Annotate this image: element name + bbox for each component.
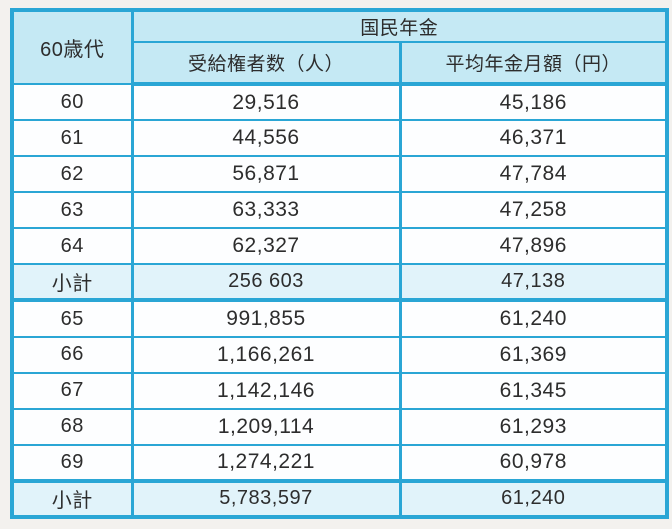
age-group-header: 60歳代 — [10, 9, 134, 85]
recipients-cell: 1,274,221 — [130, 443, 402, 482]
table-row: 61 44,556 46,371 — [10, 119, 669, 158]
amount-cell: 61,369 — [398, 335, 669, 374]
row-label: 65 — [10, 298, 134, 338]
table-row: 68 1,209,114 61,293 — [10, 407, 669, 446]
table-row: 60 29,516 45,186 — [10, 82, 669, 122]
amount-cell: 47,138 — [398, 263, 669, 302]
col-header-average-amount: 平均年金月額（円） — [398, 41, 669, 86]
row-label: 60 — [10, 82, 134, 122]
row-label: 小計 — [10, 478, 134, 519]
table-row: 64 62,327 47,896 — [10, 227, 669, 266]
recipients-cell: 63,333 — [130, 191, 402, 230]
table-row: 62 56,871 47,784 — [10, 155, 669, 194]
table-row: 65 991,855 61,240 — [10, 298, 669, 338]
recipients-cell: 56,871 — [130, 155, 402, 194]
header-row-group: 60歳代 国民年金 — [10, 9, 669, 85]
row-label: 小計 — [10, 263, 134, 302]
subtotal-row: 小計 5,783,597 61,240 — [10, 478, 669, 519]
table-row: 63 63,333 47,258 — [10, 191, 669, 230]
recipients-cell: 5,783,597 — [130, 478, 402, 519]
amount-cell: 61,240 — [398, 478, 669, 519]
amount-cell: 61,240 — [398, 298, 669, 338]
recipients-cell: 1,166,261 — [130, 335, 402, 374]
amount-cell: 47,784 — [398, 155, 669, 194]
recipients-cell: 29,516 — [130, 82, 402, 122]
amount-cell: 61,345 — [398, 371, 669, 410]
recipients-cell: 1,209,114 — [130, 407, 402, 446]
row-label: 61 — [10, 119, 134, 158]
recipients-cell: 256 603 — [130, 263, 402, 302]
row-label: 66 — [10, 335, 134, 374]
amount-cell: 45,186 — [398, 82, 669, 122]
table-header: 60歳代 国民年金 受給権者数（人） 平均年金月額（円） — [10, 9, 669, 86]
row-label: 63 — [10, 191, 134, 230]
table-row: 69 1,274,221 60,978 — [10, 443, 669, 482]
amount-cell: 47,258 — [398, 191, 669, 230]
pension-table: 60歳代 国民年金 受給権者数（人） 平均年金月額（円） 60 29,516 45,… — [10, 8, 670, 519]
row-label: 68 — [10, 407, 134, 446]
group-header-kokumin-nenkin: 国民年金 — [130, 9, 669, 43]
row-label: 62 — [10, 155, 134, 194]
amount-cell: 61,293 — [398, 407, 669, 446]
table-row: 66 1,166,261 61,369 — [10, 335, 669, 374]
recipients-cell: 62,327 — [130, 227, 402, 266]
table-row: 67 1,142,146 61,345 — [10, 371, 669, 410]
amount-cell: 47,896 — [398, 227, 669, 266]
recipients-cell: 991,855 — [130, 298, 402, 338]
amount-cell: 46,371 — [398, 119, 669, 158]
row-label: 67 — [10, 371, 134, 410]
row-label: 64 — [10, 227, 134, 266]
recipients-cell: 1,142,146 — [130, 371, 402, 410]
amount-cell: 60,978 — [398, 443, 669, 482]
recipients-cell: 44,556 — [130, 119, 402, 158]
col-header-recipients: 受給権者数（人） — [130, 41, 402, 86]
header-row-columns: 受給権者数（人） 平均年金月額（円） — [12, 41, 669, 86]
row-label: 69 — [10, 443, 134, 482]
table-body: 60 29,516 45,186 61 44,556 46,371 62 56,871 47,7… — [10, 82, 669, 519]
subtotal-row: 小計 256 603 47,138 — [10, 263, 669, 302]
